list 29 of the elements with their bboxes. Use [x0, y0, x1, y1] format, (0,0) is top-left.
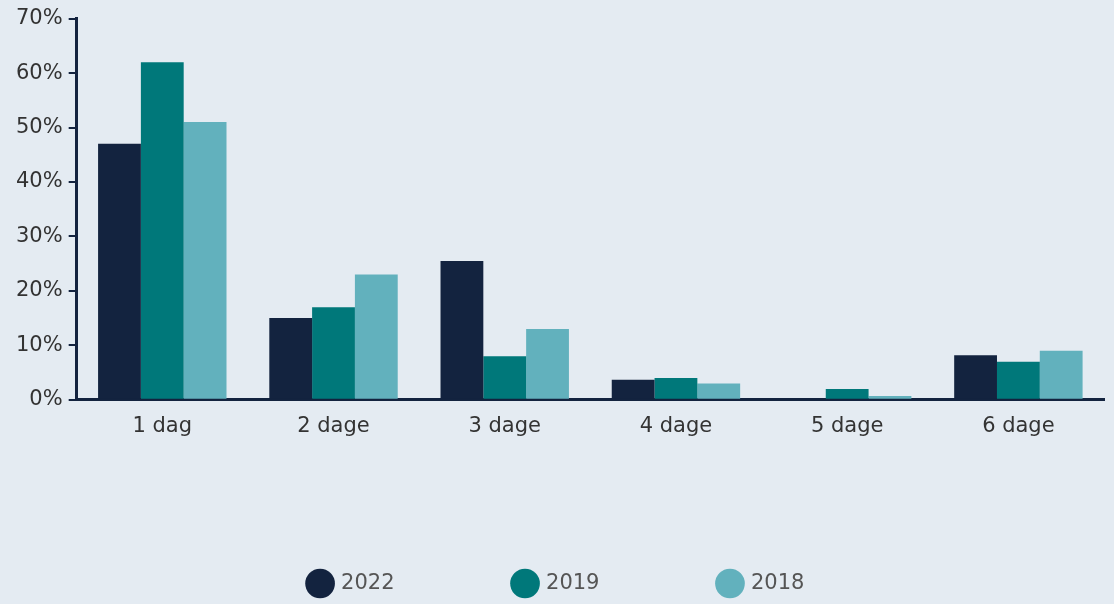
bar	[183, 122, 227, 399]
x-tick-label: 1 dag	[132, 412, 193, 437]
y-tick-label: 10%	[15, 331, 63, 356]
bar	[825, 388, 869, 399]
bar	[868, 395, 912, 399]
x-tick-label: 4 dage	[639, 412, 713, 437]
bar	[697, 383, 741, 399]
x-tick-label: 2 dage	[297, 412, 370, 437]
bar	[1039, 350, 1083, 399]
legend-label: 2018	[750, 569, 805, 594]
y-tick-label: 70%	[15, 5, 63, 30]
y-tick-label: 40%	[15, 168, 63, 193]
bar	[654, 378, 698, 399]
x-tick-label: 5 dage	[810, 412, 884, 437]
y-tick-label: 20%	[15, 277, 63, 302]
legend-label: 2022	[341, 569, 395, 594]
y-tick-label: 50%	[15, 113, 63, 138]
bar	[483, 356, 527, 399]
y-tick-label: 60%	[15, 59, 63, 84]
bar	[526, 329, 569, 399]
bar	[312, 307, 355, 399]
x-tick-label: 6 dage	[982, 412, 1055, 437]
x-tick-label: 3 dage	[468, 412, 541, 437]
legend-label: 2019	[546, 569, 600, 594]
bar	[996, 361, 1040, 399]
y-tick-label: 30%	[15, 222, 63, 247]
bar	[354, 274, 398, 399]
bar	[140, 62, 184, 399]
y-tick-label: 0%	[29, 386, 63, 411]
